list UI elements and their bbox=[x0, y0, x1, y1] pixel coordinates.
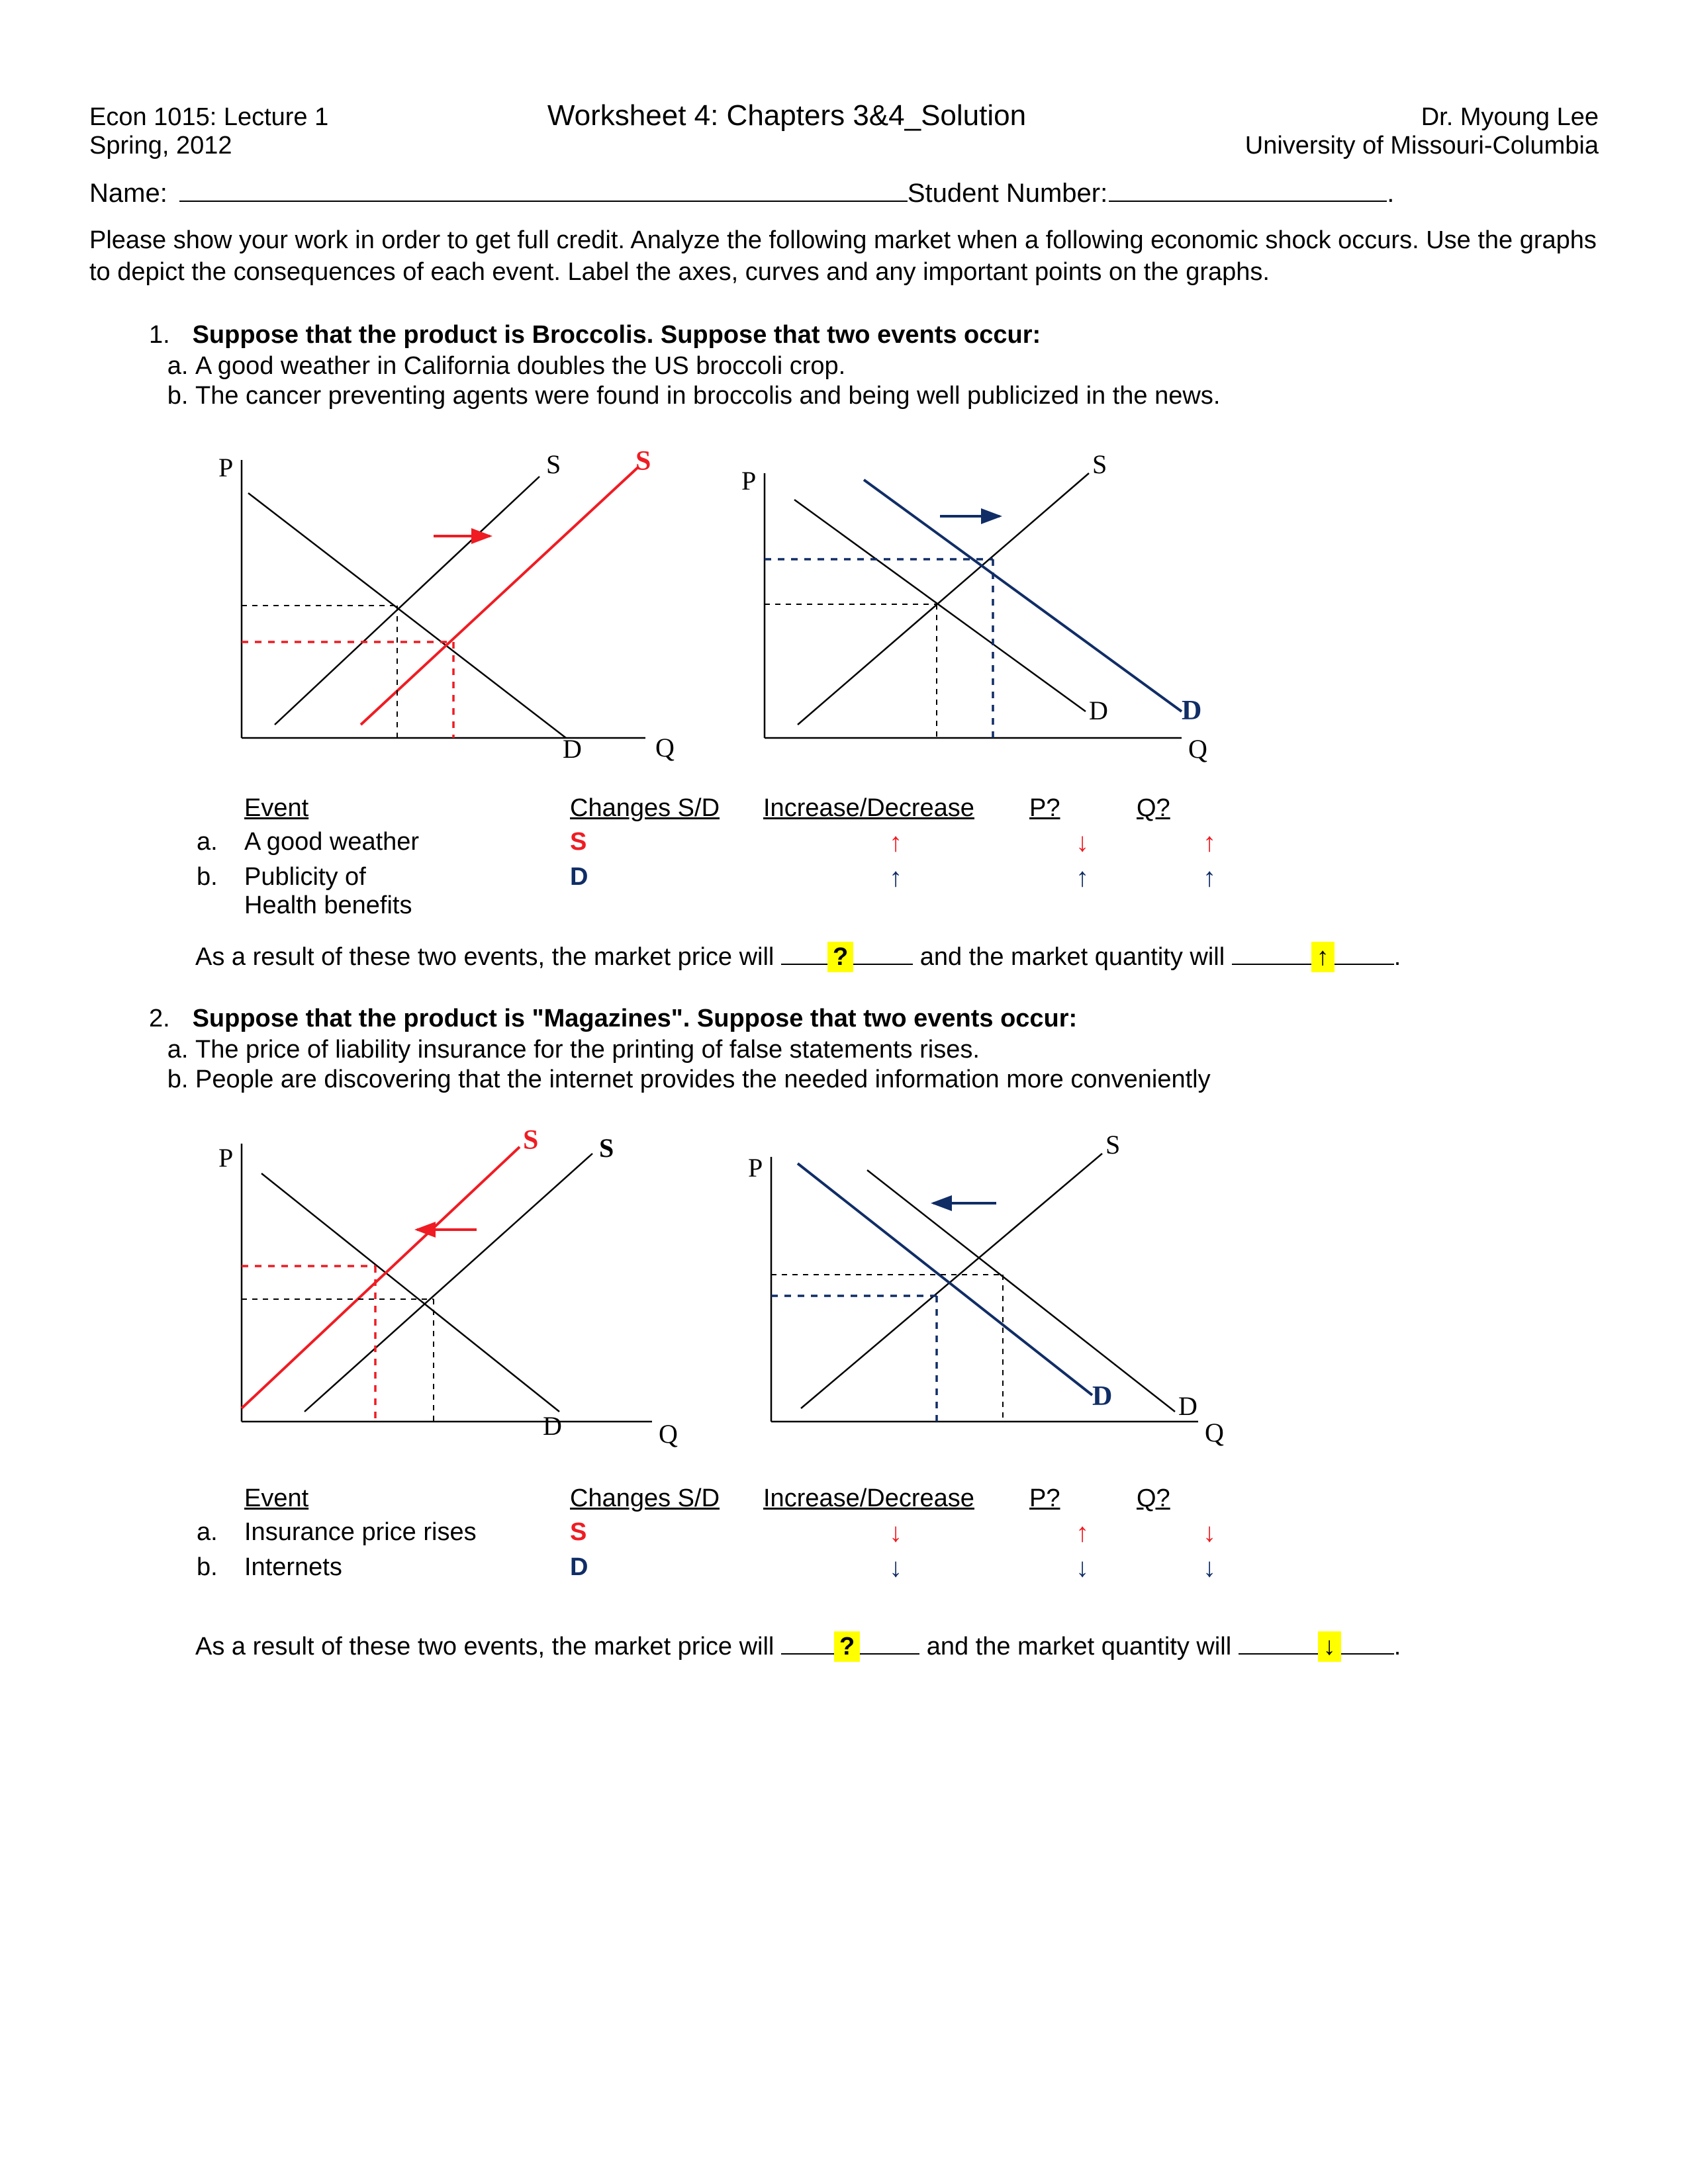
q2-graph-supply-shift: P Q S D S bbox=[195, 1117, 705, 1468]
instructor: Dr. Myoung Lee bbox=[1245, 103, 1599, 132]
S-label: S bbox=[546, 449, 561, 479]
header: Econ 1015: Lecture 1 Spring, 2012 Worksh… bbox=[89, 99, 1599, 160]
q2-graph-demand-shift: P Q S D D bbox=[725, 1117, 1254, 1468]
Snew-label: S bbox=[635, 446, 651, 477]
q1-table: Event Changes S/D Increase/Decrease P? Q… bbox=[195, 791, 1217, 923]
q2-qty-answer: ↓ bbox=[1318, 1631, 1341, 1662]
S-label: S bbox=[1105, 1130, 1120, 1160]
name-label: Name: bbox=[89, 179, 167, 208]
hdr-event: Event bbox=[244, 1482, 569, 1515]
Dnew-label: D bbox=[1182, 696, 1201, 726]
header-right: Dr. Myoung Lee University of Missouri-Co… bbox=[1245, 103, 1599, 160]
Dnew-label: D bbox=[1092, 1381, 1112, 1412]
hdr-p: P? bbox=[1029, 792, 1135, 825]
q1-a: A good weather in California doubles the… bbox=[195, 352, 1599, 381]
axis-P-label: P bbox=[218, 453, 233, 482]
table-row: b. Internets D ↓ ↓ ↓ bbox=[197, 1551, 1216, 1585]
table-row: b. Publicity of Health benefits D ↑ ↑ ↑ bbox=[197, 861, 1216, 922]
axis-P-label: P bbox=[218, 1143, 233, 1173]
name-line: Name: Student Number: . bbox=[89, 179, 1599, 208]
q2-result: As a result of these two events, the mar… bbox=[195, 1633, 1599, 1661]
D-label: D bbox=[1178, 1391, 1197, 1421]
hdr-inc: Increase/Decrease bbox=[763, 1482, 1028, 1515]
q1-price-answer: ? bbox=[827, 942, 853, 972]
q2-table: Event Changes S/D Increase/Decrease P? Q… bbox=[195, 1481, 1217, 1586]
q1-qty-answer: ↑ bbox=[1311, 942, 1335, 972]
D-label: D bbox=[1089, 696, 1108, 725]
q2-b: People are discovering that the internet… bbox=[195, 1066, 1599, 1094]
q2-subitems: The price of liability insurance for the… bbox=[195, 1036, 1599, 1094]
hdr-sd: Changes S/D bbox=[570, 792, 762, 825]
Snew-label: S bbox=[523, 1125, 538, 1156]
page: Econ 1015: Lecture 1 Spring, 2012 Worksh… bbox=[0, 0, 1688, 2184]
hdr-q: Q? bbox=[1137, 792, 1216, 825]
q2-prompt: Suppose that the product is "Magazines".… bbox=[193, 1005, 1078, 1032]
question-2: 2. Suppose that the product is "Magazine… bbox=[89, 1005, 1599, 1661]
instructions: Please show your work in order to get fu… bbox=[89, 225, 1599, 288]
q1-graph-demand-shift: P Q S D D bbox=[718, 433, 1235, 778]
S-label: S bbox=[599, 1133, 614, 1163]
D-label: D bbox=[543, 1411, 562, 1441]
hdr-event: Event bbox=[244, 792, 569, 825]
hdr-p: P? bbox=[1029, 1482, 1135, 1515]
q1-result: As a result of these two events, the mar… bbox=[195, 943, 1599, 972]
hdr-sd: Changes S/D bbox=[570, 1482, 762, 1515]
hdr-q: Q? bbox=[1137, 1482, 1216, 1515]
student-number-field[interactable] bbox=[1109, 201, 1387, 202]
q2-price-answer: ? bbox=[834, 1631, 860, 1662]
S-label: S bbox=[1092, 449, 1107, 479]
student-number-label: Student Number: bbox=[908, 179, 1107, 208]
axis-P-label: P bbox=[748, 1153, 763, 1183]
institution: University of Missouri-Columbia bbox=[1245, 132, 1599, 160]
q1-graphs: P Q S D S bbox=[195, 433, 1599, 778]
q2-graphs: P Q S D S bbox=[195, 1117, 1599, 1468]
worksheet-title: Worksheet 4: Chapters 3&4_Solution bbox=[547, 99, 1026, 132]
D-label: D bbox=[563, 734, 582, 764]
question-1: 1. Suppose that the product is Broccolis… bbox=[89, 321, 1599, 972]
axis-P-label: P bbox=[741, 466, 756, 496]
q1-prompt: Suppose that the product is Broccolis. S… bbox=[193, 321, 1041, 349]
axis-Q-label: Q bbox=[1205, 1418, 1224, 1447]
q1-subitems: A good weather in California doubles the… bbox=[195, 352, 1599, 410]
q1-number: 1. bbox=[149, 321, 185, 349]
course-code: Econ 1015: Lecture 1 bbox=[89, 103, 328, 132]
q1-b: The cancer preventing agents were found … bbox=[195, 382, 1599, 410]
axis-Q-label: Q bbox=[1188, 734, 1207, 764]
header-left: Econ 1015: Lecture 1 Spring, 2012 bbox=[89, 103, 328, 160]
name-field[interactable] bbox=[179, 201, 908, 202]
q2-a: The price of liability insurance for the… bbox=[195, 1036, 1599, 1064]
hdr-inc: Increase/Decrease bbox=[763, 792, 1028, 825]
axis-Q-label: Q bbox=[659, 1419, 678, 1449]
table-row: a. A good weather S ↑ ↓ ↑ bbox=[197, 826, 1216, 860]
axis-Q-label: Q bbox=[655, 733, 675, 762]
q1-graph-supply-shift: P Q S D S bbox=[195, 433, 698, 778]
table-row: a. Insurance price rises S ↓ ↑ ↓ bbox=[197, 1516, 1216, 1550]
q2-number: 2. bbox=[149, 1005, 185, 1033]
term: Spring, 2012 bbox=[89, 132, 328, 160]
